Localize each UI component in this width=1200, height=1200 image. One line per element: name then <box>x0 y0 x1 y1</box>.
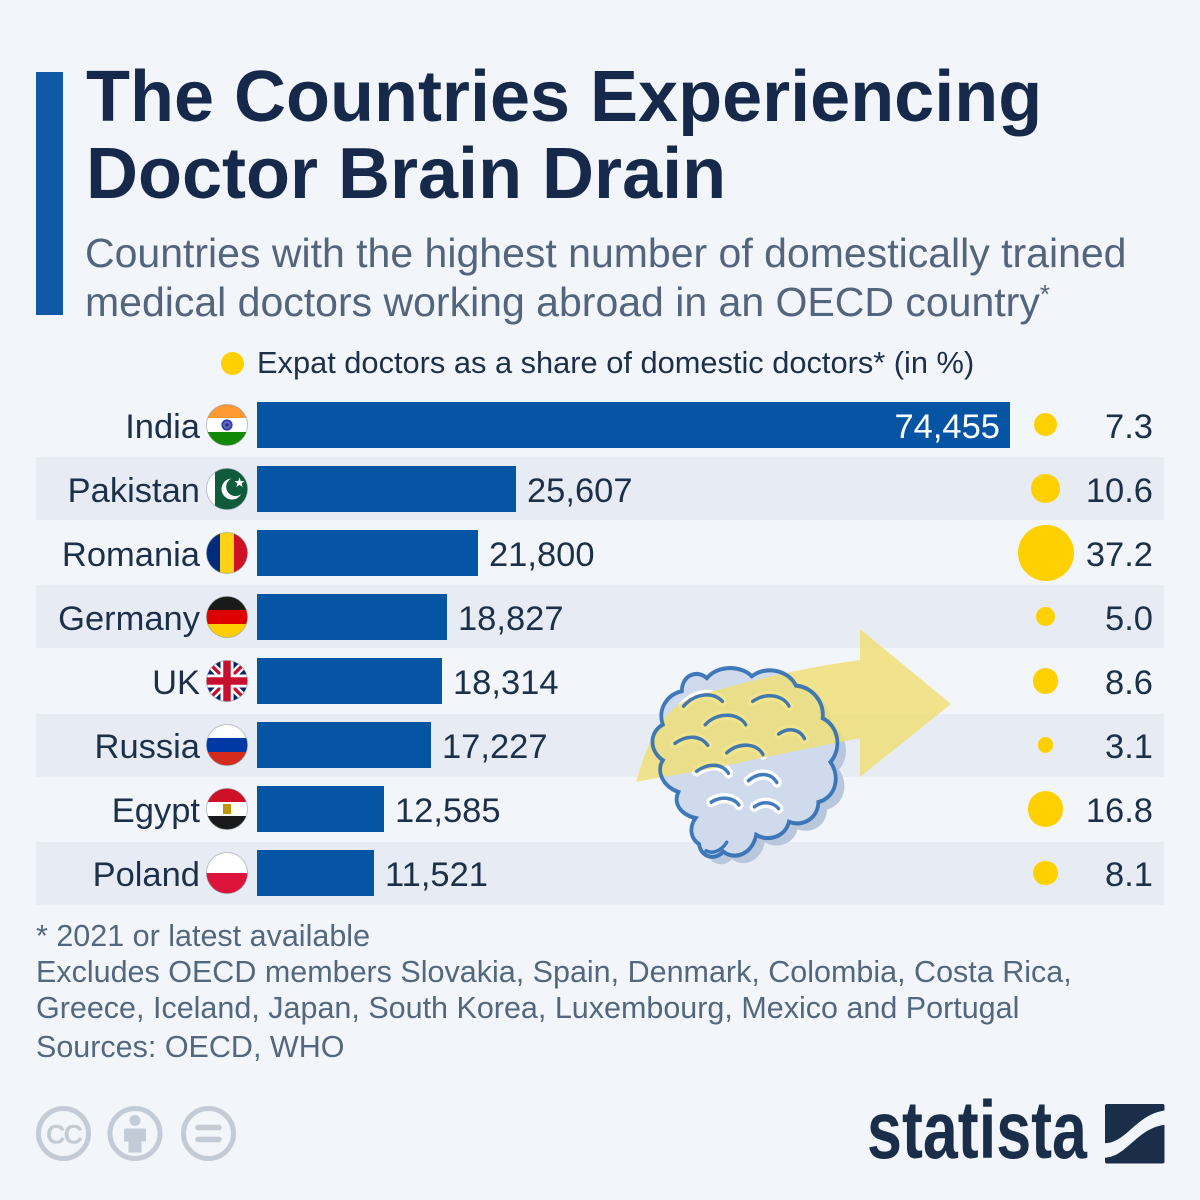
svg-text:statista: statista <box>867 1090 1088 1176</box>
svg-text:CC: CC <box>46 1120 82 1150</box>
